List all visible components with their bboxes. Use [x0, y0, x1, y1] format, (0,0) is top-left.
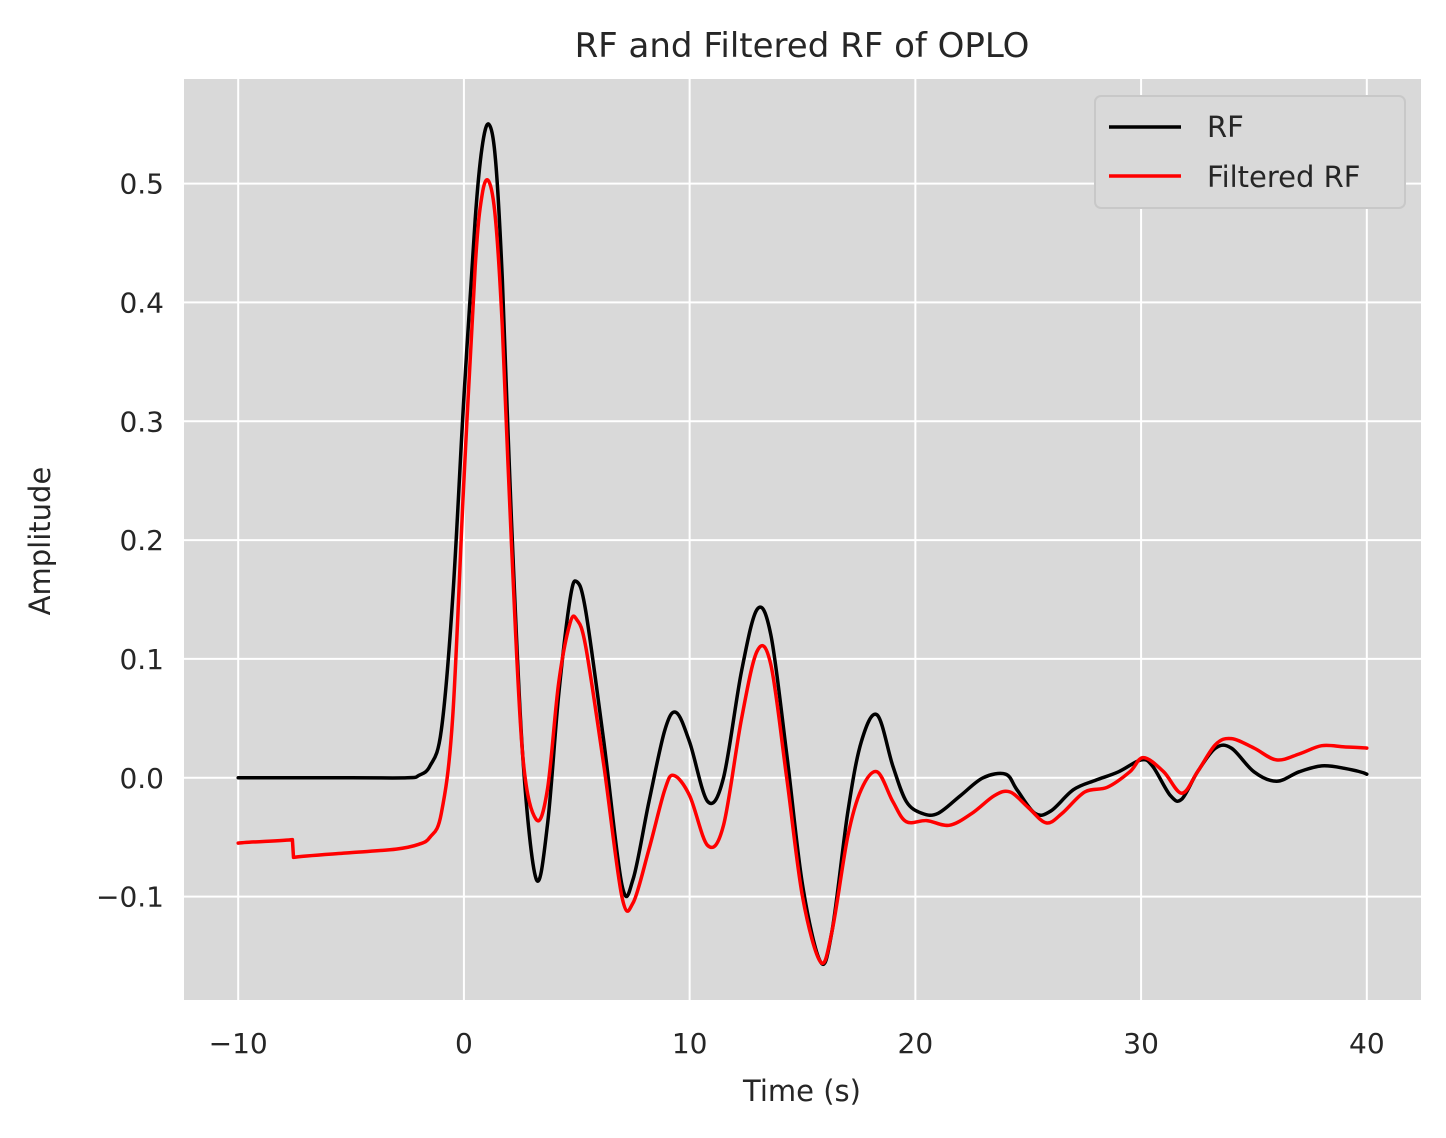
legend: RF Filtered RF — [1094, 95, 1406, 209]
series-line-filtered-rf — [236, 177, 1369, 966]
x-tick-label: 20 — [898, 1027, 934, 1060]
y-tick-label: 0.4 — [119, 286, 164, 319]
y-tick-label: 0.0 — [119, 762, 164, 795]
y-tick-label: −0.1 — [96, 881, 164, 914]
legend-label-rf: RF — [1207, 110, 1244, 144]
x-tick-label: 10 — [672, 1027, 708, 1060]
x-tick-label: 40 — [1349, 1027, 1385, 1060]
legend-box — [1094, 95, 1406, 209]
y-tick-labels: −0.1 0.0 0.1 0.2 0.3 0.4 0.5 — [96, 168, 164, 914]
chart-title: RF and Filtered RF of OPLO — [575, 26, 1030, 66]
y-tick-label: 0.3 — [119, 405, 164, 438]
x-tick-labels: −10 0 10 20 30 40 — [209, 1027, 1385, 1060]
y-tick-label: 0.2 — [119, 524, 164, 557]
legend-label-filtered-rf: Filtered RF — [1207, 160, 1360, 194]
y-tick-label: 0.1 — [119, 643, 164, 676]
series-lines — [236, 122, 1369, 966]
x-axis-label: Time (s) — [742, 1074, 861, 1108]
x-tick-label: 30 — [1123, 1027, 1159, 1060]
y-axis-label: Amplitude — [23, 467, 57, 616]
x-tick-label: 0 — [455, 1027, 473, 1060]
x-tick-label: −10 — [209, 1027, 268, 1060]
y-tick-label: 0.5 — [119, 168, 164, 201]
